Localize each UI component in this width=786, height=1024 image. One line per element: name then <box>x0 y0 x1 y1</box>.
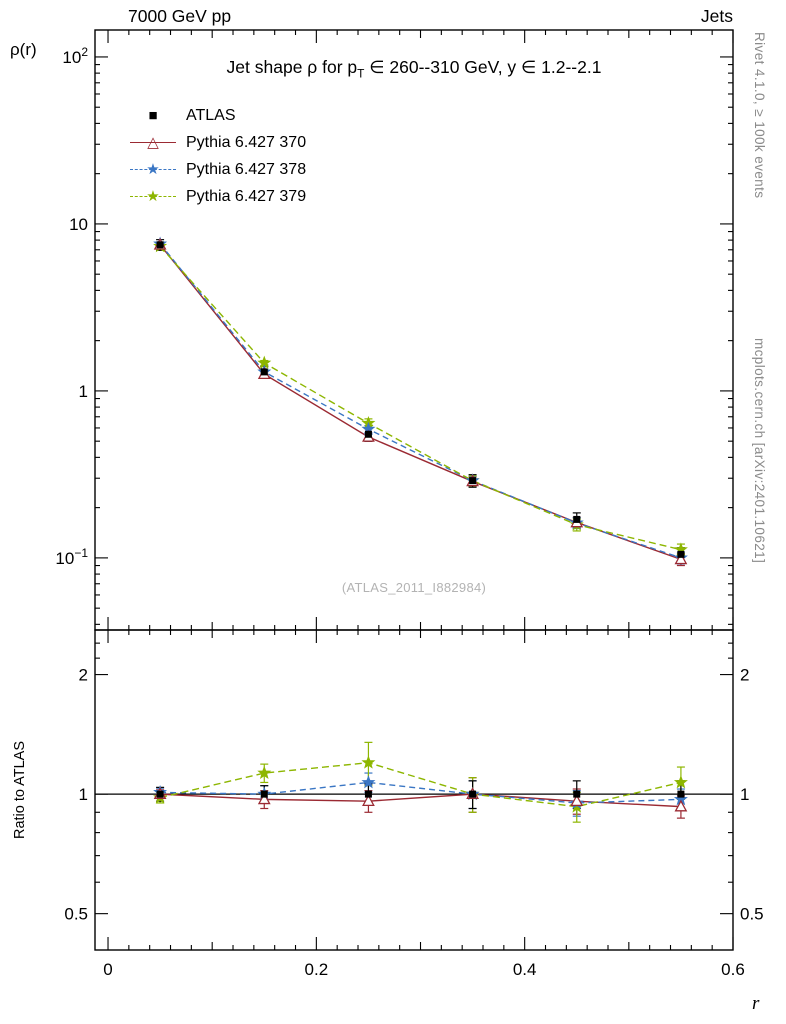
legend-line-sample <box>130 169 176 170</box>
legend-swatch: ★ <box>130 189 176 205</box>
svg-text:10−1: 10−1 <box>55 546 88 568</box>
star-marker-icon: ★ <box>146 160 160 178</box>
plot-title-post: ∈ 260--310 GeV, y ∈ 1.2--2.1 <box>364 57 602 77</box>
axis-ticks <box>95 30 734 950</box>
analysis-id-watermark: (ATLAS_2011_I882984) <box>341 580 487 595</box>
svg-text:0.5: 0.5 <box>740 905 764 924</box>
legend-item: ■ ATLAS <box>130 107 306 124</box>
series-pythia-6-427-378 <box>156 241 685 817</box>
star-marker-icon: ★ <box>146 187 160 205</box>
header-beam-energy: 7000 GeV pp <box>128 6 232 26</box>
legend-item: △ Pythia 6.427 370 <box>130 134 307 151</box>
legend-line-sample <box>130 196 176 197</box>
legend: ■ ATLAS △ Pythia 6.427 370 ★ Pythia 6.427 378… <box>130 107 307 205</box>
x-axis-label: r <box>752 993 760 1014</box>
legend-label: Pythia 6.427 379 <box>186 188 307 205</box>
legend-item: ★ Pythia 6.427 379 <box>130 188 307 205</box>
svg-text:0.2: 0.2 <box>305 960 329 979</box>
header-observable-group: Jets <box>700 6 733 26</box>
rivet-version-label: Rivet 4.1.0, ≥ 100k events <box>752 32 767 199</box>
markers-atlas <box>156 241 685 798</box>
legend-swatch: ★ <box>130 162 176 178</box>
svg-text:1: 1 <box>79 785 88 804</box>
svg-text:2: 2 <box>740 666 749 685</box>
svg-text:1: 1 <box>740 785 749 804</box>
svg-text:0.6: 0.6 <box>721 960 745 979</box>
svg-text:0.5: 0.5 <box>64 905 88 924</box>
legend-swatch: △ <box>130 135 176 151</box>
legend-label: Pythia 6.427 378 <box>186 161 307 178</box>
svg-text:0: 0 <box>103 960 112 979</box>
svg-text:10: 10 <box>69 215 88 234</box>
legend-swatch: ■ <box>130 108 176 124</box>
triangle-open-marker-icon: △ <box>147 133 159 151</box>
markers-pythia-6-427-378 <box>153 236 688 809</box>
markers-pythia-6-427-379 <box>153 238 688 813</box>
svg-text:0.4: 0.4 <box>513 960 537 979</box>
series-pythia-6-427-370 <box>156 242 685 819</box>
main-y-axis-label: ρ(r) <box>10 40 37 59</box>
legend-line-sample <box>130 142 176 143</box>
svg-text:102: 102 <box>62 45 88 67</box>
markers-pythia-6-427-370 <box>153 237 688 812</box>
plot-title: Jet shape ρ for pT ∈ 260--310 GeV, y ∈ 1… <box>95 57 733 81</box>
svg-text:1: 1 <box>79 382 88 401</box>
plot-title-subscript: T <box>357 66 365 81</box>
series-atlas <box>156 239 685 810</box>
legend-item: ★ Pythia 6.427 378 <box>130 161 307 178</box>
svg-text:2: 2 <box>79 666 88 685</box>
legend-label: ATLAS <box>186 107 236 124</box>
plot-frames <box>94 29 734 951</box>
legend-label: Pythia 6.427 370 <box>186 134 307 151</box>
series-pythia-6-427-379 <box>156 244 685 823</box>
mcplots-reference-label: mcplots.cern.ch [arXiv:2401.10621] <box>752 338 767 564</box>
square-marker-icon: ■ <box>148 106 158 124</box>
plot-title-pre: Jet shape ρ for p <box>226 57 358 77</box>
